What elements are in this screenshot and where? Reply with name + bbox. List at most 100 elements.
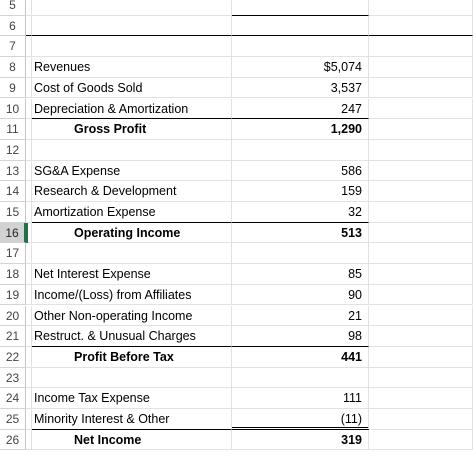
row-header[interactable]: 26 — [0, 429, 26, 451]
line-item-value[interactable]: 1,290 — [232, 119, 369, 140]
cell-a[interactable] — [26, 409, 32, 430]
row-header[interactable]: 24 — [0, 388, 26, 409]
line-item-label[interactable]: Depreciation & Amortization — [32, 98, 232, 120]
row-header[interactable]: 13 — [0, 160, 26, 182]
cell-d[interactable] — [369, 202, 473, 223]
cell-a[interactable] — [26, 305, 32, 327]
cell-a[interactable] — [26, 367, 32, 389]
line-item-value[interactable] — [232, 139, 369, 161]
row-header[interactable]: 17 — [0, 243, 26, 265]
row-header[interactable]: 7 — [0, 36, 26, 58]
cell-d[interactable] — [369, 429, 473, 451]
cell-d[interactable] — [369, 346, 473, 368]
cell-a[interactable] — [26, 36, 32, 58]
row-header[interactable]: 15 — [0, 202, 26, 223]
cell-d[interactable] — [369, 243, 473, 265]
row-header[interactable]: 25 — [0, 409, 26, 430]
cell-d[interactable] — [369, 222, 473, 244]
cell-a[interactable] — [26, 243, 32, 265]
line-item-label[interactable] — [32, 0, 232, 16]
row-header[interactable]: 22 — [0, 346, 26, 368]
cell-d[interactable] — [369, 98, 473, 120]
line-item-value[interactable]: 3,537 — [232, 77, 369, 99]
row-header[interactable]: 14 — [0, 181, 26, 202]
cell-d[interactable] — [369, 15, 473, 37]
cell-d[interactable] — [369, 264, 473, 285]
line-item-label[interactable]: Revenues — [32, 57, 232, 78]
row-header[interactable]: 8 — [0, 57, 26, 78]
cell-a[interactable] — [26, 77, 32, 99]
cell-a[interactable] — [26, 57, 32, 78]
cell-a[interactable] — [26, 284, 32, 306]
line-item-value[interactable]: 32 — [232, 202, 369, 223]
cell-d[interactable] — [369, 305, 473, 327]
line-item-label[interactable]: Restruct. & Unusual Charges — [32, 326, 232, 347]
row-header[interactable]: 10 — [0, 98, 26, 120]
cell-a[interactable] — [26, 326, 32, 347]
cell-a[interactable] — [26, 388, 32, 409]
line-item-value[interactable]: 111 — [232, 388, 369, 409]
line-item-label[interactable]: Income/(Loss) from Affiliates — [32, 284, 232, 306]
line-item-label[interactable] — [32, 367, 232, 389]
cell-d[interactable] — [369, 36, 473, 58]
row-header[interactable]: 16 — [0, 222, 26, 244]
line-item-value[interactable] — [232, 36, 369, 58]
row-header[interactable]: 20 — [0, 305, 26, 327]
line-item-value[interactable]: 21 — [232, 305, 369, 327]
cell-d[interactable] — [369, 57, 473, 78]
cell-d[interactable] — [369, 139, 473, 161]
line-item-value[interactable]: 90 — [232, 284, 369, 306]
line-item-label[interactable]: Net Interest Expense — [32, 264, 232, 285]
line-item-label[interactable]: Cost of Goods Sold — [32, 77, 232, 99]
line-item-value[interactable] — [232, 0, 369, 16]
line-item-value[interactable]: 319 — [232, 429, 369, 451]
line-item-label[interactable]: Minority Interest & Other — [32, 409, 232, 430]
line-item-value[interactable]: $5,074 — [232, 57, 369, 78]
line-item-value[interactable] — [232, 243, 369, 265]
line-item-value[interactable]: 247 — [232, 98, 369, 120]
cell-a[interactable] — [26, 98, 32, 120]
line-item-label[interactable]: Gross Profit — [32, 119, 232, 140]
line-item-label[interactable]: Other Non-operating Income — [32, 305, 232, 327]
row-header[interactable]: 18 — [0, 264, 26, 285]
cell-d[interactable] — [369, 77, 473, 99]
cell-a[interactable] — [26, 222, 32, 244]
cell-a[interactable] — [26, 181, 32, 202]
line-item-value[interactable]: 159 — [232, 181, 369, 202]
cell-d[interactable] — [369, 284, 473, 306]
cell-d[interactable] — [369, 160, 473, 182]
line-item-label[interactable]: Operating Income — [32, 222, 232, 244]
line-item-label[interactable] — [32, 139, 232, 161]
line-item-value[interactable] — [232, 367, 369, 389]
row-header[interactable]: 23 — [0, 367, 26, 389]
cell-a[interactable] — [26, 119, 32, 140]
cell-d[interactable] — [369, 119, 473, 140]
line-item-label[interactable]: Research & Development — [32, 181, 232, 202]
cell-a[interactable] — [26, 429, 32, 451]
line-item-label[interactable] — [32, 15, 232, 37]
cell-a[interactable] — [26, 15, 32, 37]
cell-a[interactable] — [26, 139, 32, 161]
line-item-label[interactable]: Amortization Expense — [32, 202, 232, 223]
line-item-label[interactable]: Net Income — [32, 429, 232, 451]
line-item-label[interactable]: SG&A Expense — [32, 160, 232, 182]
row-header[interactable]: 21 — [0, 326, 26, 347]
line-item-value[interactable]: (11) — [232, 409, 369, 430]
row-header[interactable]: 9 — [0, 77, 26, 99]
cell-a[interactable] — [26, 264, 32, 285]
row-header[interactable]: 5 — [0, 0, 26, 16]
cell-d[interactable] — [369, 0, 473, 16]
cell-a[interactable] — [26, 160, 32, 182]
line-item-value[interactable]: 441 — [232, 346, 369, 368]
cell-d[interactable] — [369, 367, 473, 389]
row-header[interactable]: 6 — [0, 15, 26, 37]
line-item-value[interactable]: 98 — [232, 326, 369, 347]
line-item-label[interactable]: Income Tax Expense — [32, 388, 232, 409]
cell-d[interactable] — [369, 181, 473, 202]
line-item-value[interactable]: 513 — [232, 222, 369, 244]
row-header[interactable]: 12 — [0, 139, 26, 161]
line-item-label[interactable] — [32, 243, 232, 265]
line-item-value[interactable] — [232, 15, 369, 37]
line-item-label[interactable] — [32, 36, 232, 58]
